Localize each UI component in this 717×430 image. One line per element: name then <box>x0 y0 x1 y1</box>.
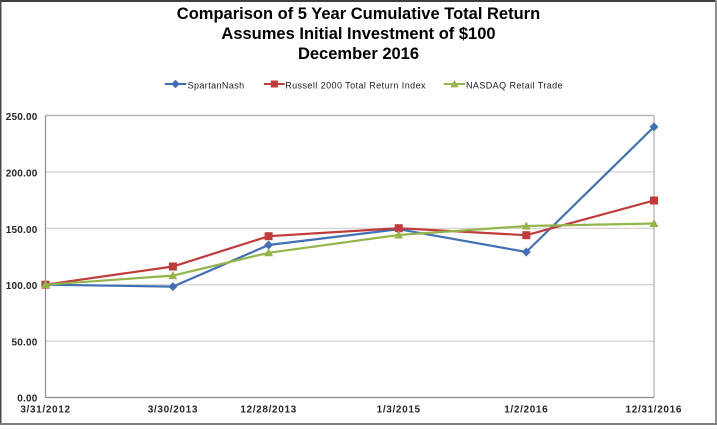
svg-text:12/28/2013: 12/28/2013 <box>240 405 297 416</box>
svg-text:12/31/2016: 12/31/2016 <box>626 405 683 416</box>
svg-text:200.00: 200.00 <box>6 168 38 179</box>
svg-text:NASDAQ Retail Trade: NASDAQ Retail Trade <box>466 80 563 90</box>
svg-text:150.00: 150.00 <box>6 225 38 236</box>
svg-text:3/30/2013: 3/30/2013 <box>148 405 198 416</box>
svg-text:Comparison of 5 Year Cumulativ: Comparison of 5 Year Cumulative Total Re… <box>177 5 540 23</box>
svg-text:Assumes Initial Investment of: Assumes Initial Investment of $100 <box>221 25 495 43</box>
svg-text:50.00: 50.00 <box>11 338 37 349</box>
svg-text:250.00: 250.00 <box>6 112 38 123</box>
svg-text:SpartanNash: SpartanNash <box>188 80 245 90</box>
svg-text:1/3/2015: 1/3/2015 <box>377 405 421 416</box>
svg-text:Russell 2000 Total Return Inde: Russell 2000 Total Return Index <box>285 80 426 90</box>
svg-text:3/31/2012: 3/31/2012 <box>20 405 70 416</box>
svg-text:100.00: 100.00 <box>6 281 38 292</box>
svg-text:0.00: 0.00 <box>17 394 38 405</box>
svg-text:1/2/2016: 1/2/2016 <box>504 405 548 416</box>
svg-text:December 2016: December 2016 <box>298 45 419 63</box>
